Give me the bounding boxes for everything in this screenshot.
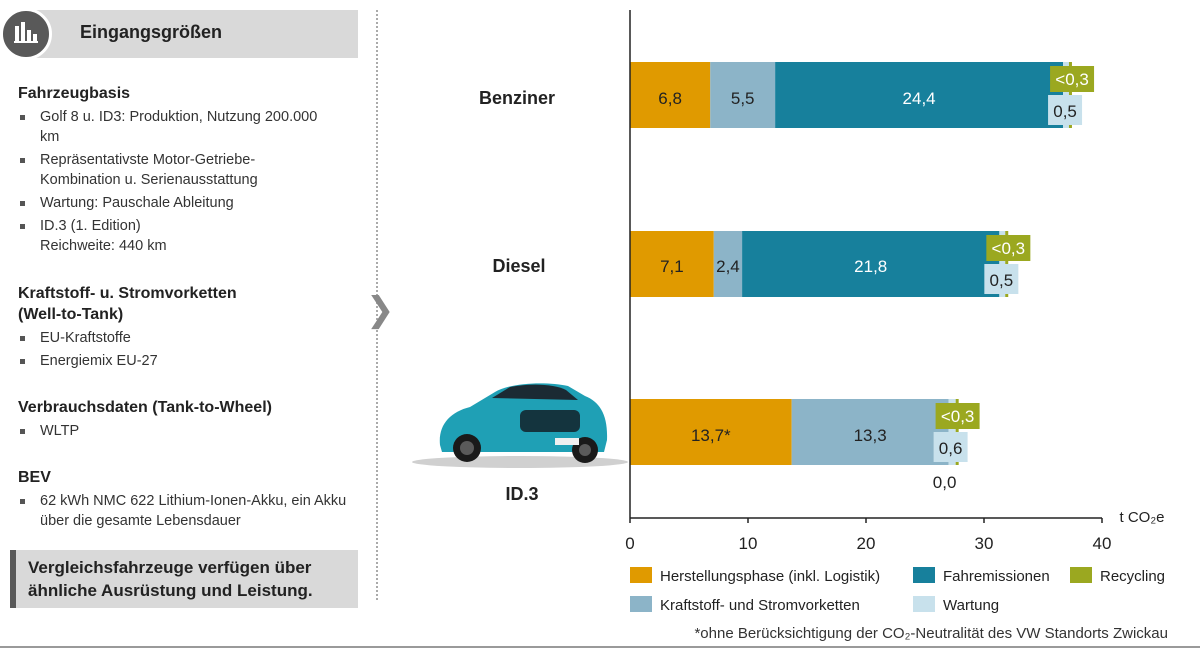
legend-label: Fahremissionen — [943, 568, 1050, 585]
list-item: WLTP — [18, 421, 318, 441]
data-label: 7,1 — [660, 257, 684, 276]
data-label: <0,3 — [992, 239, 1026, 258]
x-tick-label: 40 — [1093, 534, 1112, 553]
car-icon — [412, 383, 628, 468]
section-list: Golf 8 u. ID3: Produktion, Nutzung 200.0… — [18, 107, 318, 259]
list-item: EU-Kraftstoffe — [18, 328, 318, 348]
data-label: 13,7* — [691, 426, 731, 445]
data-label: 2,4 — [716, 257, 740, 276]
bar-segment — [710, 62, 776, 128]
input-parameters-panel: Eingangsgrößen Fahrzeugbasis Golf 8 u. I… — [0, 0, 360, 651]
bar-segment — [742, 231, 1000, 297]
data-label: 21,8 — [854, 257, 887, 276]
category-label: Diesel — [492, 256, 545, 276]
panel-title: Eingangsgrößen — [80, 22, 223, 42]
data-label: 13,3 — [854, 426, 887, 445]
data-label: 6,8 — [658, 89, 682, 108]
bar-segment — [630, 231, 714, 297]
wartung-callout — [984, 264, 1019, 294]
list-item: ID.3 (1. Edition) Reichweite: 440 km — [18, 216, 200, 256]
chevron-right-icon: ❯ — [366, 291, 395, 329]
legend-swatch — [1070, 567, 1092, 583]
section-heading: BEV — [18, 469, 51, 486]
co2-stacked-bar-chart: Benziner Diesel ID.3 6,8 5,5 24,4 <0,3 0,5 7,1 2… — [412, 10, 1168, 642]
section-list: WLTP — [18, 421, 318, 444]
list-item: 62 kWh NMC 622 Lithium-Ionen-Akku, ein A… — [18, 491, 348, 531]
section-list: EU-Kraftstoffe Energiemix EU-27 — [18, 328, 318, 374]
legend-label: Recycling — [1100, 568, 1165, 585]
section-list: 62 kWh NMC 622 Lithium-Ionen-Akku, ein A… — [18, 491, 348, 534]
x-tick-label: 30 — [975, 534, 994, 553]
legend-swatch — [630, 596, 652, 612]
wartung-callout — [933, 432, 968, 462]
legend-swatch — [913, 567, 935, 583]
data-label: 0,5 — [990, 271, 1014, 290]
footnote: *ohne Berücksichtigung der CO₂-Neutralit… — [694, 625, 1168, 642]
section-heading: Fahrzeugbasis — [18, 85, 131, 102]
panel-header: Eingangsgrößen — [0, 8, 358, 60]
data-label: 0,5 — [1053, 102, 1077, 121]
legend-swatch — [630, 567, 652, 583]
wartung-callout — [1048, 95, 1083, 125]
legend-label: Kraftstoff- und Stromvorketten — [660, 597, 860, 614]
section-heading: Kraftstoff- u. Stromvorketten (Well-to-T… — [18, 285, 237, 323]
category-label: ID.3 — [505, 484, 538, 504]
conclusion-box: Vergleichsfahrzeuge verfügen über ähnlic… — [10, 550, 358, 608]
legend-label: Wartung — [943, 597, 999, 614]
data-label: 5,5 — [731, 89, 755, 108]
legend-swatch — [913, 596, 935, 612]
x-axis-label: t CO₂e — [1120, 509, 1165, 526]
data-label: <0,3 — [941, 407, 975, 426]
data-label: 24,4 — [903, 89, 936, 108]
recycling-callout — [935, 403, 980, 429]
bar-segment — [630, 399, 792, 465]
recycling-callout — [1050, 66, 1095, 92]
bar-segment — [630, 62, 711, 128]
data-label: 0,6 — [939, 439, 963, 458]
list-item: Golf 8 u. ID3: Produktion, Nutzung 200.0… — [18, 107, 318, 147]
bar-segment — [713, 231, 743, 297]
panel-header-bar — [30, 10, 358, 58]
bottom-rule — [0, 646, 1200, 648]
dotted-divider — [376, 10, 378, 600]
x-tick-label: 0 — [625, 534, 634, 553]
legend-label: Herstellungsphase (inkl. Logistik) — [660, 568, 880, 585]
list-item: Energiemix EU-27 — [18, 351, 318, 371]
x-tick-label: 20 — [857, 534, 876, 553]
x-tick-label: 10 — [739, 534, 758, 553]
data-label: <0,3 — [1055, 70, 1089, 89]
category-label: Benziner — [479, 88, 555, 108]
bar-segment — [775, 62, 1064, 128]
data-label: 0,0 — [933, 473, 957, 492]
bar-chart-icon — [0, 8, 52, 60]
bar-segment — [791, 399, 949, 465]
list-item: Repräsentativste Motor-Getriebe-Kombinat… — [18, 150, 318, 190]
recycling-callout — [986, 235, 1031, 261]
list-item: Wartung: Pauschale Ableitung — [18, 193, 318, 213]
section-heading: Verbrauchsdaten (Tank-to-Wheel) — [18, 399, 272, 416]
